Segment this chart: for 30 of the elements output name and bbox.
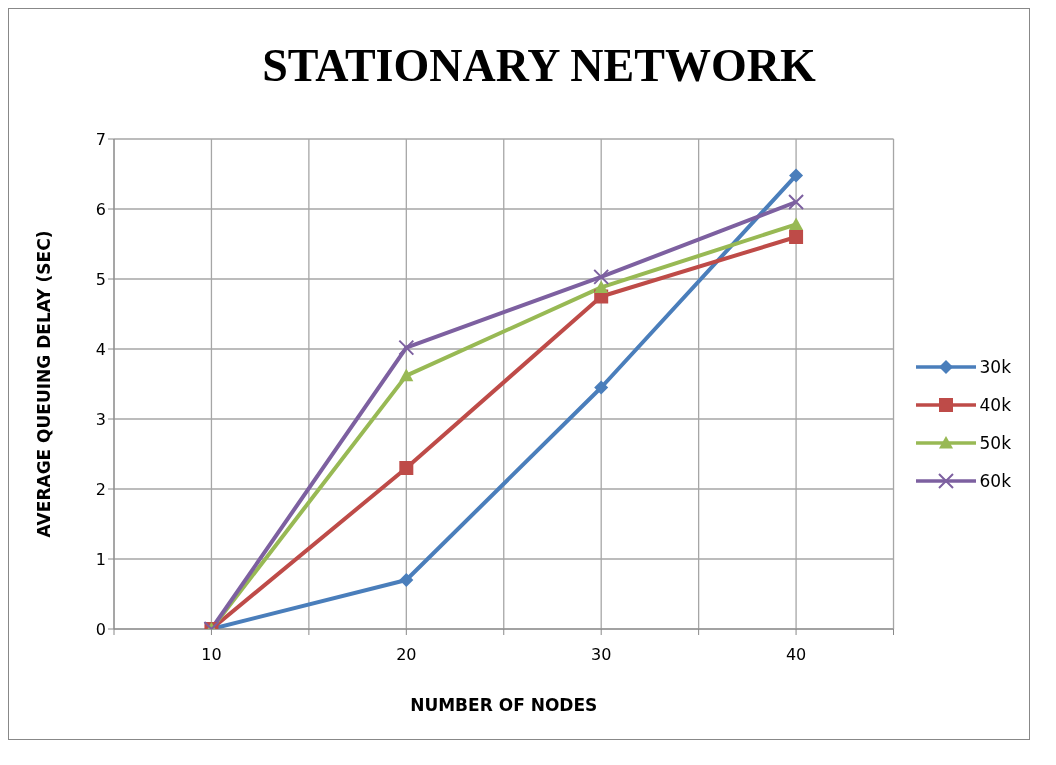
y-tick-label: 4 xyxy=(95,339,106,359)
point xyxy=(788,194,805,210)
point xyxy=(593,268,610,285)
point xyxy=(594,380,609,395)
legend-label: 30k xyxy=(979,357,1011,377)
y-tick-label: 6 xyxy=(95,199,106,219)
y-axis-title: AVERAGE QUEUING DELAY (SEC) xyxy=(34,230,55,538)
point xyxy=(789,217,804,230)
legend-label: 60k xyxy=(979,471,1011,491)
y-tick-label: 0 xyxy=(95,619,106,639)
point xyxy=(789,168,804,183)
x-tick-label: 40 xyxy=(785,645,807,665)
y-tick-label: 7 xyxy=(95,129,106,149)
point xyxy=(399,368,414,382)
y-tick-label: 3 xyxy=(95,409,106,429)
chart-title: STATIONARY NETWORK xyxy=(261,39,817,92)
legend-label: 50k xyxy=(979,433,1011,453)
point xyxy=(594,280,609,293)
point xyxy=(398,339,415,356)
point xyxy=(789,230,804,244)
x-tick-label: 20 xyxy=(396,645,417,665)
x-axis-title: NUMBER OF NODES xyxy=(410,695,598,715)
y-tick-label: 2 xyxy=(95,479,106,499)
x-tick-label: 10 xyxy=(201,645,222,665)
y-tick-label: 1 xyxy=(95,549,106,569)
point xyxy=(399,573,414,587)
point xyxy=(399,461,414,475)
x-tick-label: 30 xyxy=(591,645,612,665)
legend-label: 40k xyxy=(979,395,1011,415)
y-tick-label: 5 xyxy=(95,269,106,289)
